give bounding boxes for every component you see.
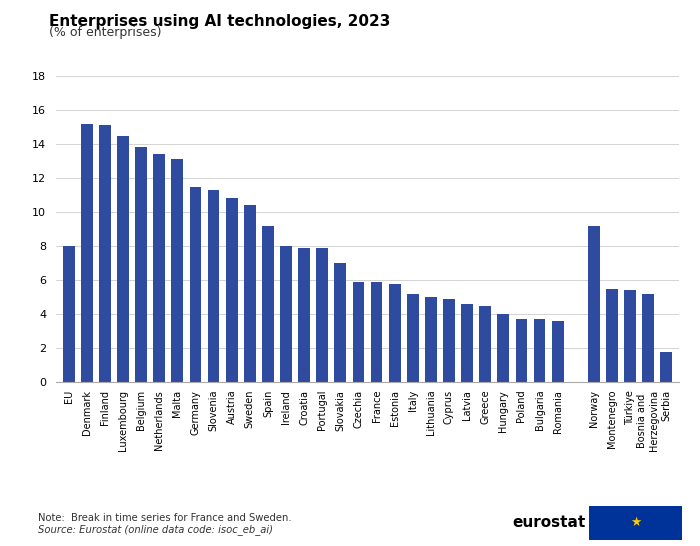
Bar [624, 290, 636, 382]
Bar [480, 306, 491, 382]
Bar [443, 299, 455, 382]
Bar [63, 246, 75, 382]
Bar [298, 248, 310, 382]
Text: eurostat: eurostat [512, 515, 585, 530]
Bar [190, 187, 202, 382]
Bar [516, 319, 527, 382]
Bar [81, 123, 92, 382]
Text: ★: ★ [630, 517, 641, 529]
Bar [135, 147, 147, 382]
Text: Note:  Break in time series for France and Sweden.: Note: Break in time series for France an… [38, 513, 292, 523]
Bar [280, 246, 292, 382]
Bar [588, 225, 600, 382]
Text: (% of enterprises): (% of enterprises) [49, 26, 162, 39]
Bar [244, 205, 256, 382]
Text: Source: Eurostat (online data code: isoc_eb_ai): Source: Eurostat (online data code: isoc… [38, 524, 274, 535]
Bar [371, 282, 382, 382]
Bar [606, 289, 618, 382]
Bar [660, 352, 672, 382]
Bar [172, 159, 183, 382]
Bar [407, 294, 419, 382]
Bar [226, 198, 237, 382]
Bar [498, 314, 509, 382]
Bar [99, 126, 111, 382]
Bar [425, 297, 437, 382]
FancyBboxPatch shape [589, 506, 682, 540]
Bar [461, 304, 473, 382]
Bar [353, 282, 364, 382]
Bar [643, 294, 654, 382]
Bar [262, 225, 274, 382]
Bar [335, 263, 346, 382]
Bar [316, 248, 328, 382]
Bar [389, 283, 400, 382]
Bar [552, 321, 564, 382]
Bar [117, 135, 129, 382]
Bar [208, 190, 219, 382]
Bar [153, 154, 165, 382]
Bar [533, 319, 545, 382]
Text: Enterprises using AI technologies, 2023: Enterprises using AI technologies, 2023 [49, 14, 391, 28]
